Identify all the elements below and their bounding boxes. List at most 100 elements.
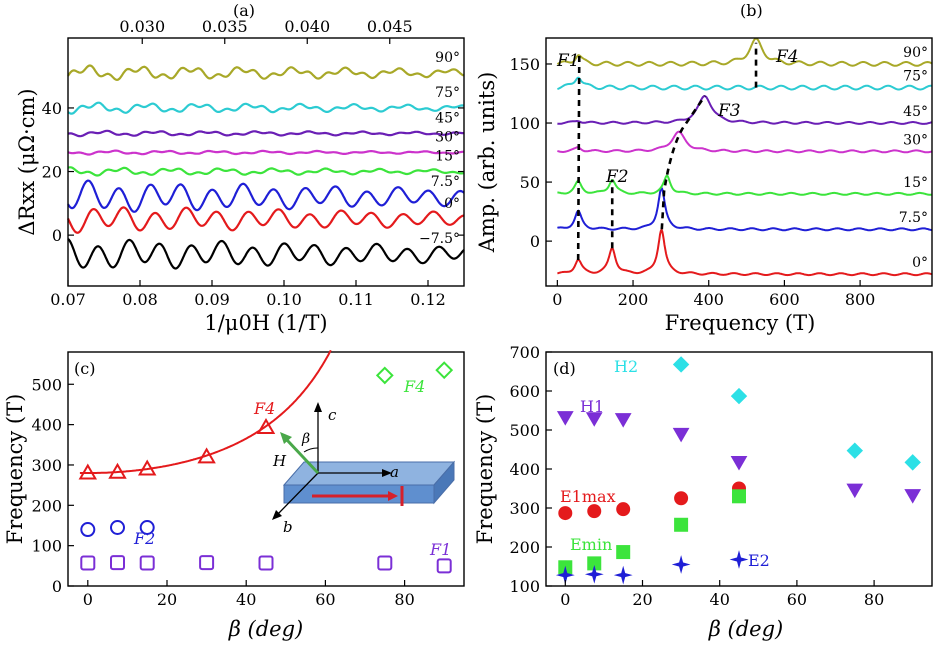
y-tick-label: 300 [509,499,540,518]
panel-c: 0 20 40 60 80 0 100 200 300 400 500 (c) β (deg) Fr… [3,349,465,641]
point-c-F1 [139,555,155,571]
y-tick-label: 100 [509,114,540,133]
point-c-F1 [80,555,96,571]
point-c-F4 [78,463,98,480]
point-d-Emin [616,545,631,560]
curve-a-7.5° [67,179,465,213]
top-tick-label: 0.045 [367,17,413,36]
x-tick-label: 0.09 [194,290,230,309]
y-tick-label: 300 [31,456,62,475]
point-d-E2 [671,555,691,574]
series-label-b: 15° [903,175,928,191]
point-c-F4 [197,447,216,464]
point-c-F1 [436,558,452,574]
top-tick-label: 0.030 [119,17,165,36]
panel-a: 0.07 0.08 0.09 0.10 0.11 0.12 0 20 40 0.030 0.035 0… [15,1,465,335]
panel-a-frame [67,37,465,287]
curve-a-45° [67,129,465,138]
y-tick-label: 0 [52,577,62,596]
y-tick-label: 500 [31,375,62,394]
series-label-b: 7.5° [899,210,928,226]
peak-label-f1: F1 [556,51,580,71]
panel-c-xlabel: β (deg) [228,617,304,641]
panel-b-frame [545,37,933,287]
point-d-H1 [730,455,748,471]
point-d-H1 [614,413,632,428]
point-d-E2 [613,565,633,585]
y-tick-label: 0 [530,232,540,251]
point-c-F2 [139,520,155,535]
panel-d-ylabel: Frequency (T) [473,394,497,545]
panel-b-ylabel: Amp. (arb. units) [475,72,499,254]
y-tick-label: 700 [509,343,540,362]
spectrum-0° [557,227,933,277]
point-d-E1max [616,502,631,517]
crystal-orientation-inset: c a b H β [272,402,456,536]
curve-a-0° [66,206,465,234]
point-d-E1max [587,504,602,519]
curve-a-30° [67,149,465,156]
y-tick-label: 40 [42,99,62,118]
y-tick-label: 200 [509,538,540,557]
point-d-E2 [729,550,749,569]
x-tick-label: 0.08 [122,290,158,309]
point-c-F2 [80,522,96,538]
x-tick-label: 0.10 [266,290,302,309]
series-label-f1: F1 [429,540,451,559]
point-c-F1 [110,555,125,571]
series-label-b: 30° [903,132,928,148]
point-c-F4-high [435,361,454,380]
series-label-a: 0° [444,196,460,212]
series-label-f4: F4 [253,399,275,418]
trace-f3 [660,95,707,230]
point-d-H2 [846,442,864,459]
series-label-a: 7.5° [431,174,460,190]
field-arrow-line [285,438,320,475]
fit-curve-f4 [79,349,332,474]
y-tick-label: 600 [509,382,540,401]
series-label-f4-high: F4 [403,377,425,396]
spectrum-90° [556,37,933,67]
x-tick-label: 0 [83,590,93,609]
current-arrow-head [388,491,398,501]
point-d-H2 [672,356,690,373]
x-tick-label: 80 [394,590,414,609]
panel-c-label: (c) [74,359,95,378]
curve-a-75° [67,101,465,115]
x-tick-label: 0.07 [50,290,86,309]
point-d-H1 [556,411,574,426]
x-tick-label: 40 [710,590,730,609]
y-tick-label: 200 [31,496,62,515]
x-tick-label: 800 [845,290,876,309]
series-label-b: 75° [903,69,928,85]
panel-d-xlabel: β (deg) [708,617,784,641]
angle-label: β [301,431,310,447]
spectrum-30° [557,130,933,154]
x-tick-label: 0.12 [410,290,446,309]
y-tick-label: 150 [509,55,540,74]
point-c-F4 [108,462,127,479]
point-d-H2 [730,387,748,405]
panel-d-label: (d) [553,359,576,378]
panel-c-ylabel: Frequency (T) [3,394,27,545]
panel-b: 0 200 400 600 800 0 50 100 150 0° 7.5° 15° 30° 45° 75°… [475,1,933,335]
y-tick-label: 20 [42,163,62,182]
panel-a-label: (a) [233,1,255,20]
panel-b-xlabel: Frequency (T) [665,311,816,335]
point-c-F1 [199,555,215,571]
point-d-H2 [904,454,921,471]
x-tick-label: 60 [315,590,335,609]
y-tick-label: 0 [52,226,62,245]
angle-arc [303,447,319,453]
curve-a--7.5° [67,238,465,270]
x-tick-label: 20 [157,590,177,609]
x-tick-label: 40 [236,590,256,609]
point-d-Emin [732,489,746,504]
series-label-b: 45° [903,104,928,120]
series-label-a: 90° [435,50,460,66]
top-tick-label: 0.040 [284,17,330,36]
point-d-H1 [904,489,922,504]
y-tick-label: 100 [509,577,540,596]
point-c-F4-high [375,366,394,385]
point-d-E1max [558,506,573,521]
